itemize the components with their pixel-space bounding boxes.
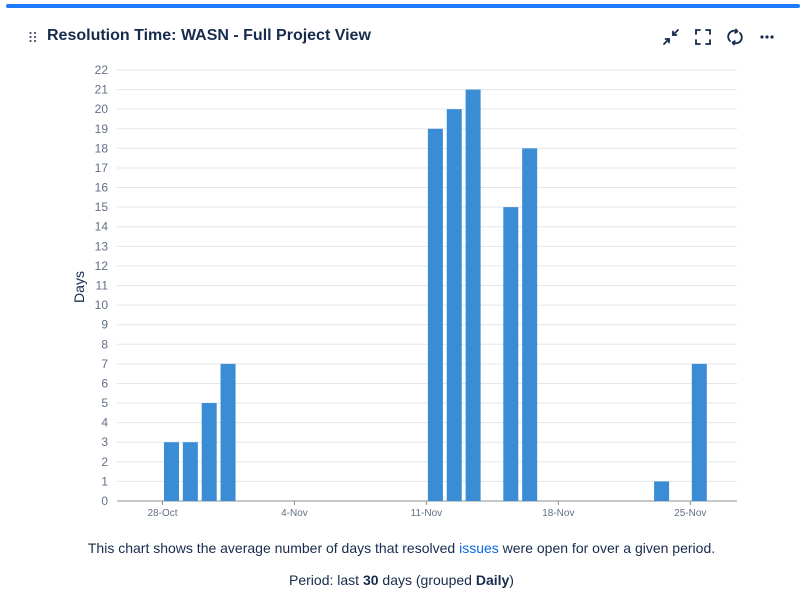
period-grouping: Daily [475,572,510,588]
bar [182,442,198,501]
y-tick-label: 13 [95,239,109,253]
y-tick-label: 1 [101,474,108,488]
y-axis-title: Days [71,271,87,303]
chart-description: This chart shows the average number of d… [0,540,803,556]
y-tick-label: 8 [101,337,108,351]
refresh-icon[interactable] [724,26,746,48]
bar [465,89,481,501]
y-tick-label: 10 [95,298,109,312]
bar [446,109,462,501]
gadget-title: Resolution Time: WASN - Full Project Vie… [47,27,371,44]
bar [220,363,236,501]
more-icon[interactable] [756,26,778,48]
bar [164,442,179,501]
bar [691,363,707,501]
y-tick-label: 15 [95,200,109,214]
description-text-after: were open for over a given period. [498,540,716,556]
y-tick-label: 17 [95,161,109,175]
y-tick-label: 6 [101,376,108,390]
y-tick-label: 22 [95,63,109,77]
x-tick-label: 18-Nov [542,508,574,519]
y-tick-label: 19 [95,122,109,136]
y-tick-label: 5 [101,396,108,410]
bar [201,403,217,501]
period-prefix: Period: last [289,572,363,588]
x-tick-label: 25-Nov [674,508,706,519]
x-tick-label: 28-Oct [147,508,177,519]
y-tick-label: 2 [101,455,108,469]
y-tick-label: 21 [95,83,109,97]
period-middle: days (grouped [378,572,476,588]
drag-handle-icon[interactable] [28,30,38,44]
y-tick-label: 7 [101,357,108,371]
period-suffix: ) [509,572,514,588]
period-days: 30 [362,572,379,588]
issues-link[interactable]: issues [459,540,499,556]
resolution-time-chart: 0 1 2 3 4 5 6 7 8 9 10 11 12 13 14 15 16 17 18 19 20 21 22 Days… [0,55,803,525]
y-tick-label: 9 [101,318,108,332]
gadget-top-accent [6,4,800,8]
fullscreen-icon[interactable] [692,26,714,48]
y-tick-label: 14 [95,220,109,234]
x-tick-label: 11-Nov [411,508,443,519]
y-tick-label: 12 [95,259,109,273]
chart-svg: 012345678910111213141516171819202122Days… [71,63,737,519]
bar [427,128,443,501]
y-tick-label: 3 [101,435,108,449]
bar [503,207,519,502]
bar [522,148,538,501]
description-text-before: This chart shows the average number of d… [87,540,460,556]
y-tick-label: 11 [96,279,109,293]
y-tick-label: 20 [95,102,109,116]
y-tick-label: 16 [95,181,109,195]
y-tick-label: 0 [101,494,108,508]
x-tick-label: 4-Nov [281,508,308,519]
y-tick-label: 4 [101,416,108,430]
minimize-icon[interactable] [660,26,682,48]
gadget-header: Resolution Time: WASN - Full Project Vie… [0,22,803,54]
bar [654,481,670,501]
period-summary: Period: last 30 days (grouped Daily) [0,572,803,588]
y-tick-label: 18 [95,141,109,155]
